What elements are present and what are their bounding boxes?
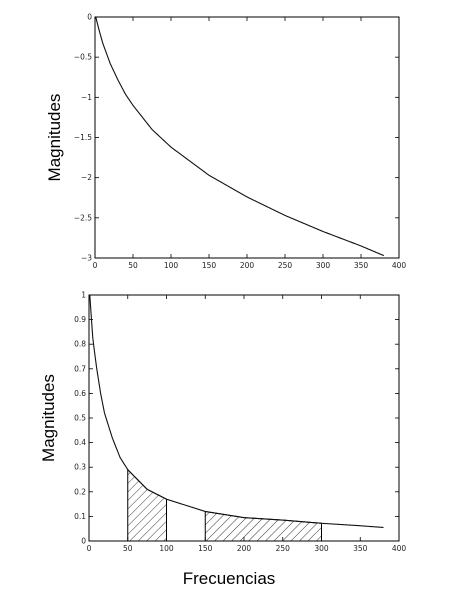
- y-tick-label: 0.3: [74, 463, 86, 472]
- shaded-region-1: [127, 468, 167, 542]
- x-tick-label: 50: [128, 261, 138, 270]
- y-tick-label: −2: [81, 173, 92, 182]
- y-tick-label: 0.6: [74, 389, 86, 398]
- x-tick-label: 400: [392, 544, 407, 553]
- x-tick-label: 350: [354, 261, 369, 270]
- x-tick-label: 150: [198, 544, 213, 553]
- y-tick-label: 0.8: [74, 340, 86, 349]
- x-tick-label: 100: [164, 261, 179, 270]
- y-tick-label: −0.5: [74, 53, 92, 62]
- plot-frame: [94, 16, 400, 259]
- y-tick-label: −1.5: [74, 133, 92, 142]
- x-tick-label: 50: [123, 544, 133, 553]
- y-tick-label: 0: [81, 537, 86, 546]
- y-tick-label: 1: [81, 291, 86, 300]
- y-axis-label: Magnitudes: [45, 94, 64, 182]
- x-tick-label: 350: [353, 544, 368, 553]
- x-tick-label: 250: [278, 261, 293, 270]
- y-tick-label: −3: [81, 254, 92, 263]
- x-tick-label: 0: [93, 261, 98, 270]
- x-tick-label: 200: [240, 261, 255, 270]
- chart-bottom: 0 50 100 150 200 250 300 350 400 0 0.1 0.2 0.3 0.4 0.5…: [39, 291, 406, 589]
- y-axis-label: Magnitudes: [39, 374, 58, 462]
- y-tick-label: 0.1: [74, 512, 86, 521]
- y-tick-label: 0.4: [74, 438, 86, 447]
- x-tick-label: 150: [202, 261, 217, 270]
- x-axis-label: Frecuencias: [183, 569, 276, 588]
- x-tick-label: 200: [237, 544, 252, 553]
- x-tick-label: 250: [276, 544, 291, 553]
- series-line: [89, 294, 384, 529]
- y-tick-label: −2.5: [74, 213, 92, 222]
- y-tick-label: 0.7: [74, 364, 86, 373]
- y-tick-label: 0: [87, 13, 92, 22]
- x-tick-label: 0: [87, 544, 92, 553]
- x-tick-label: 300: [316, 261, 331, 270]
- series-line: [95, 16, 385, 257]
- x-tick-label: 400: [392, 261, 407, 270]
- shaded-region-2: [204, 510, 322, 542]
- y-tick-label: 0.9: [74, 315, 86, 324]
- y-tick-label: −1: [81, 93, 92, 102]
- y-tick-label: 0.5: [74, 414, 86, 423]
- chart-top: 0 50 100 150 200 250 300 350 400 0 −0.5 −1 −1.5 −2 −2.…: [45, 13, 406, 271]
- x-tick-label: 300: [314, 544, 329, 553]
- x-tick-label: 100: [159, 544, 174, 553]
- y-tick-label: 0.2: [74, 487, 86, 496]
